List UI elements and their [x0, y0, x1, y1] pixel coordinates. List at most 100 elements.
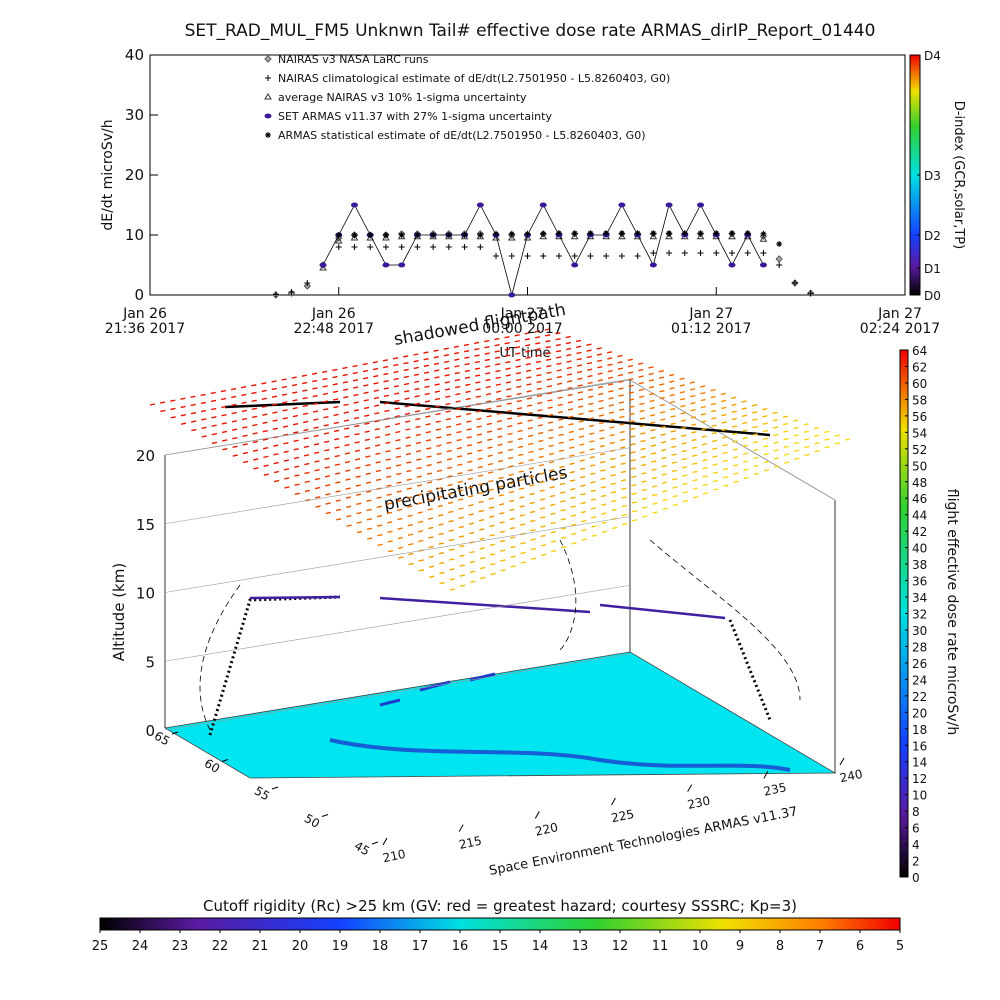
field-dash — [292, 399, 298, 402]
field-dash — [577, 377, 583, 380]
field-dash — [545, 346, 551, 349]
field-dash — [670, 422, 676, 426]
field-dash — [415, 433, 421, 437]
field-dash — [702, 483, 709, 487]
field-dash — [448, 538, 455, 542]
field-dash — [611, 491, 617, 494]
field-dash — [395, 447, 401, 450]
z-tick-label: 10 — [136, 585, 155, 603]
field-dash — [578, 427, 584, 431]
field-dash — [701, 443, 708, 446]
field-dash — [221, 430, 228, 434]
field-dash — [600, 469, 606, 472]
field-dash — [658, 370, 664, 373]
field-dash — [546, 378, 552, 381]
field-dash — [406, 487, 413, 490]
marker-plus — [335, 244, 342, 250]
field-dash — [559, 491, 566, 494]
field-dash — [180, 405, 186, 409]
x-tick-label: Jan 26 21:36 2017 — [104, 306, 186, 337]
x-tick — [534, 811, 540, 819]
field-dash — [487, 454, 493, 458]
field-dash — [629, 412, 635, 416]
field-dash — [576, 370, 583, 374]
field-dash — [449, 588, 456, 591]
field-dash — [495, 363, 501, 366]
field-dash — [313, 434, 319, 438]
field-dash — [467, 452, 473, 455]
field-dash — [762, 415, 768, 418]
field-dash — [763, 453, 769, 456]
marker-triangle — [319, 264, 327, 271]
field-dash — [303, 428, 309, 432]
colorbar-tick-label: 2 — [912, 855, 920, 869]
field-dash — [591, 507, 597, 510]
field-dash — [597, 385, 604, 389]
colorbar-tick-label: 48 — [912, 476, 927, 490]
x-tick-label: Jan 27 00:00 2017 — [482, 306, 563, 337]
field-dash — [510, 555, 516, 558]
field-dash — [414, 380, 420, 384]
field-dash — [587, 395, 594, 398]
field-dash — [488, 479, 494, 483]
field-dash — [732, 440, 738, 443]
field-dash — [659, 383, 665, 386]
field-dash — [751, 411, 758, 414]
field-dash — [538, 464, 545, 467]
field-dash — [314, 477, 321, 481]
field-dash — [590, 481, 596, 484]
field-dash — [478, 483, 484, 486]
marker-plus — [666, 250, 673, 256]
field-dash — [252, 440, 258, 444]
field-dash — [484, 346, 490, 349]
field-dash — [803, 438, 810, 441]
field-dash — [366, 518, 372, 521]
field-dash — [660, 425, 666, 429]
field-dash — [160, 409, 166, 413]
colorbar-tick-label: D4 — [924, 49, 941, 63]
field-dash — [374, 427, 380, 431]
x-tick-label: 210 — [382, 847, 407, 865]
field-dash — [556, 375, 562, 379]
field-dash — [395, 464, 402, 467]
field-dash — [354, 433, 360, 436]
field-dash — [753, 448, 759, 452]
field-dash — [443, 353, 450, 357]
field-dash — [180, 422, 187, 425]
field-dash — [509, 526, 516, 530]
field-dash — [600, 461, 606, 464]
field-dash — [588, 424, 595, 428]
field-dash — [396, 472, 402, 476]
field-dash — [672, 503, 678, 507]
x-tick — [382, 837, 388, 846]
field-dash — [527, 434, 534, 438]
field-dash — [211, 424, 217, 427]
colorbar-tick-label: 20 — [292, 939, 309, 954]
field-dash — [772, 426, 779, 429]
field-dash — [396, 490, 402, 493]
field-dash — [711, 439, 718, 443]
field-dash — [630, 459, 636, 462]
field-dash — [611, 526, 618, 530]
marker-plus — [398, 244, 405, 250]
field-dash — [712, 447, 718, 450]
field-dash — [498, 503, 505, 506]
field-dash — [561, 546, 567, 549]
field-dash — [405, 428, 411, 431]
field-dash — [293, 448, 299, 451]
field-dash — [660, 418, 666, 421]
field-dash — [566, 373, 573, 376]
field-dash — [457, 489, 464, 492]
field-dash — [469, 560, 475, 564]
field-dash — [504, 354, 511, 357]
field-dash — [557, 411, 564, 414]
field-dash — [607, 370, 613, 373]
field-dash — [661, 448, 667, 452]
field-dash — [271, 380, 277, 383]
field-dash — [627, 364, 634, 368]
field-dash — [545, 352, 552, 355]
field-dash — [467, 477, 474, 480]
field-dash — [469, 570, 476, 573]
field-dash — [415, 425, 421, 429]
marker-plus — [760, 250, 767, 256]
